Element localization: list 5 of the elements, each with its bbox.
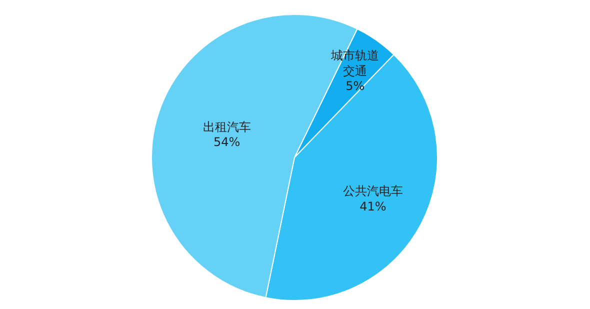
slice-label: 公共汽电车 bbox=[342, 184, 403, 198]
data-label: 5% bbox=[346, 79, 365, 94]
data-label: 41% bbox=[360, 200, 386, 214]
slice-label: 出租汽车 bbox=[202, 120, 251, 134]
data-label: 54% bbox=[213, 135, 240, 150]
